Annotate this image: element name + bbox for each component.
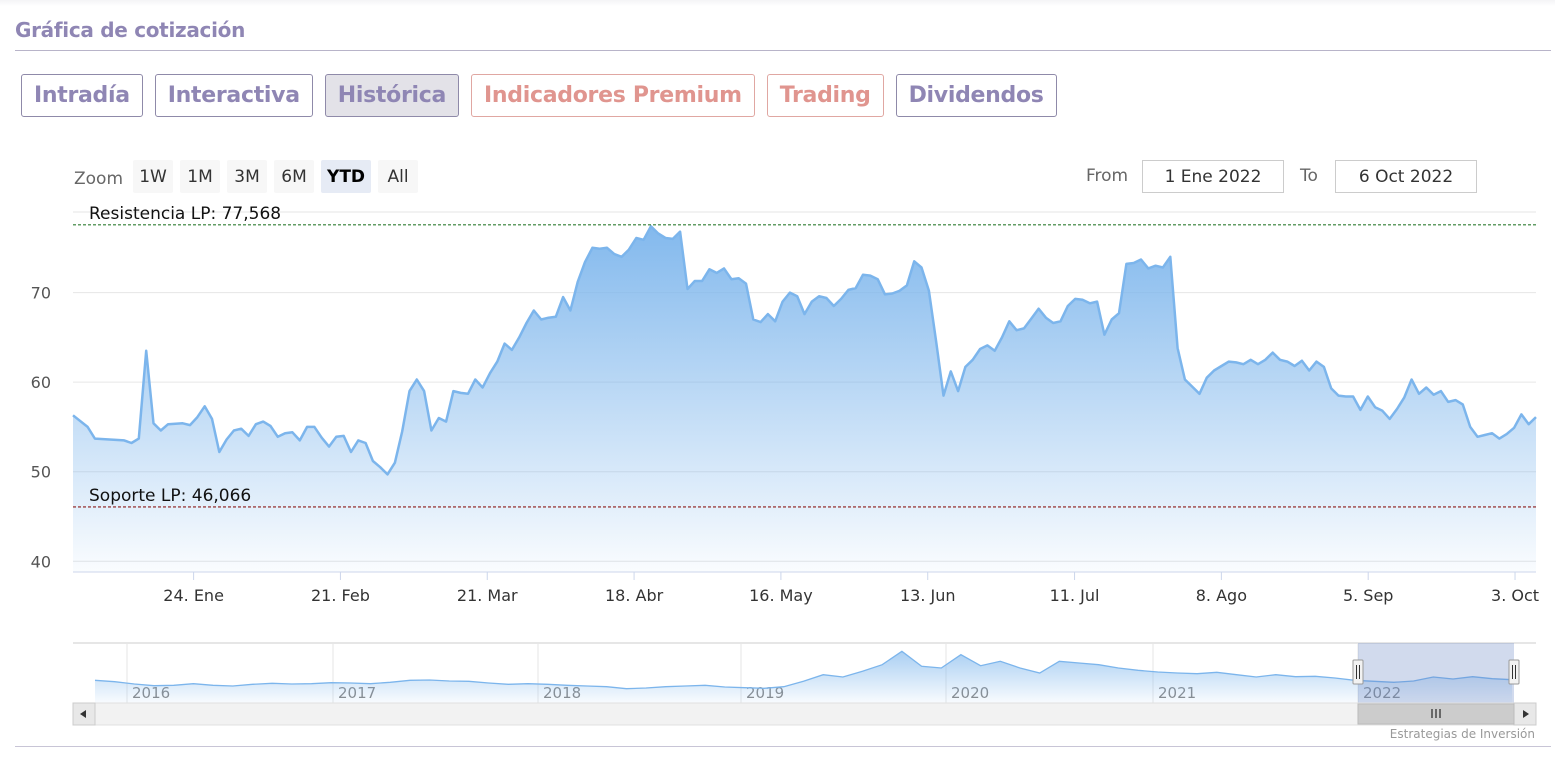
from-date-input[interactable]: 1 Ene 2022 xyxy=(1142,160,1284,193)
x-tick-label: 16. May xyxy=(749,586,813,605)
zoom-6m-button[interactable]: 6M xyxy=(274,160,315,193)
page-title: Gráfica de cotización xyxy=(15,18,246,42)
zoom-all-button[interactable]: All xyxy=(378,160,419,193)
zoom-label: Zoom xyxy=(74,168,124,189)
support-label: Soporte LP: 46,066 xyxy=(89,486,251,506)
to-label: To xyxy=(1300,166,1318,186)
tab-indicadores-premium[interactable]: Indicadores Premium xyxy=(471,74,755,117)
chevron-right-icon xyxy=(1523,710,1529,718)
chart-tabs: Intradía Interactiva Histórica Indicador… xyxy=(21,74,1057,117)
x-tick-label: 11. Jul xyxy=(1050,586,1100,605)
top-strip xyxy=(0,0,1555,6)
x-tick-label: 18. Abr xyxy=(605,586,664,605)
x-tick-label: 21. Mar xyxy=(457,586,518,605)
tab-intradia[interactable]: Intradía xyxy=(21,74,143,117)
navigator-line xyxy=(94,650,1513,690)
x-tick-label: 3. Oct xyxy=(1491,586,1539,605)
navigator-scrollbar xyxy=(72,702,1537,726)
tab-interactiva[interactable]: Interactiva xyxy=(154,74,313,117)
zoom-1w-button[interactable]: 1W xyxy=(133,160,174,193)
from-label: From xyxy=(1086,166,1129,186)
y-tick-label: 40 xyxy=(31,552,51,571)
handle-body xyxy=(1508,659,1520,685)
scrollbar-left-button[interactable] xyxy=(72,702,96,726)
title-divider xyxy=(15,50,1551,51)
tab-historica[interactable]: Histórica xyxy=(324,74,460,117)
x-tick-label: 24. Ene xyxy=(163,586,224,605)
scrollbar-thumb[interactable] xyxy=(1357,703,1515,725)
zoom-1m-button[interactable]: 1M xyxy=(180,160,221,193)
x-tick-label: 5. Sep xyxy=(1343,586,1394,605)
navigator-left-handle[interactable] xyxy=(1352,659,1364,685)
y-tick-label: 70 xyxy=(31,284,51,303)
x-tick-label: 13. Jun xyxy=(900,586,956,605)
bottom-divider xyxy=(15,746,1551,747)
tab-trading[interactable]: Trading xyxy=(766,74,884,117)
zoom-ytd-button[interactable]: YTD xyxy=(321,160,372,193)
x-tick-label: 21. Feb xyxy=(311,586,370,605)
y-tick-label: 60 xyxy=(31,373,51,392)
price-area xyxy=(73,226,1536,573)
navigator-right-handle[interactable] xyxy=(1508,659,1520,685)
chevron-left-icon xyxy=(80,710,86,718)
zoom-3m-button[interactable]: 3M xyxy=(227,160,268,193)
tab-dividendos[interactable]: Dividendos xyxy=(895,74,1057,117)
scrollbar-right-button[interactable] xyxy=(1513,702,1537,726)
handle-body xyxy=(1352,659,1364,685)
x-tick-label: 8. Ago xyxy=(1196,586,1247,605)
y-tick-label: 50 xyxy=(31,463,51,482)
scrollbar-track xyxy=(72,702,1537,726)
navigator-area xyxy=(95,651,1512,703)
resistance-label: Resistencia LP: 77,568 xyxy=(89,204,281,224)
to-date-input[interactable]: 6 Oct 2022 xyxy=(1335,160,1477,193)
price-line xyxy=(72,225,1537,476)
chart-credit: Estrategias de Inversión xyxy=(1389,727,1535,741)
zoom-selector: Zoom 1W 1M 3M 6M YTD All xyxy=(74,160,419,193)
